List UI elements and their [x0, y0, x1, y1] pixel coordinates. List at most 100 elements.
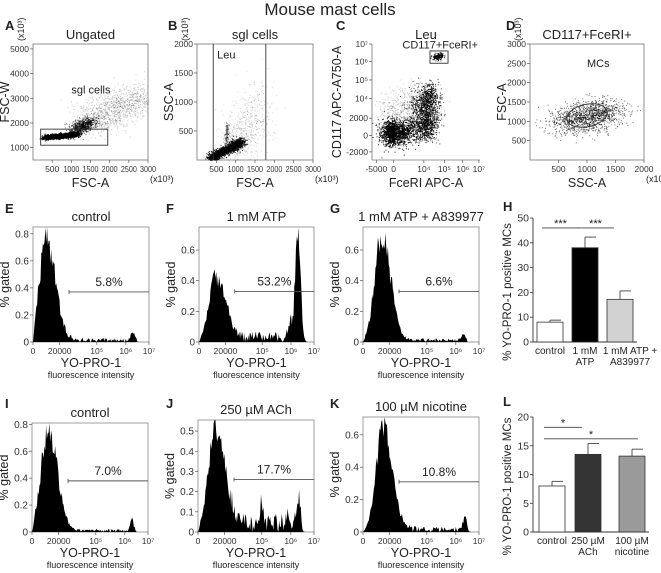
- scatter-point: [92, 116, 94, 118]
- scatter-point: [96, 94, 98, 96]
- scatter-point: [105, 107, 107, 109]
- scatter-point: [94, 120, 96, 122]
- scatter-point: [107, 102, 109, 104]
- scatter-point: [92, 117, 94, 119]
- scatter-point: [131, 91, 133, 93]
- scatter-point: [118, 100, 120, 102]
- scatter-point: [102, 115, 104, 117]
- scatter-point: [74, 125, 76, 127]
- scatter-point: [74, 134, 76, 136]
- scatter-point: [78, 121, 80, 123]
- scatter-point: [126, 106, 128, 108]
- scatter-point: [134, 110, 136, 112]
- scatter-point: [93, 119, 95, 121]
- scatter-point: [103, 108, 104, 110]
- scatter-point: [100, 108, 102, 110]
- scatter-point: [138, 112, 140, 114]
- scatter-point: [124, 105, 126, 107]
- scatter-point: [52, 133, 54, 135]
- scatter-point: [86, 125, 88, 127]
- scatter-point: [106, 97, 108, 99]
- scatter-point: [66, 124, 68, 125]
- scatter-point: [97, 120, 99, 122]
- scatter-point: [107, 114, 109, 116]
- scatter-point: [92, 134, 94, 135]
- scatter-point: [74, 122, 76, 124]
- scatter-point: [221, 150, 223, 152]
- scatter-point: [118, 112, 120, 114]
- scatter-point: [59, 136, 61, 138]
- scatter-point: [59, 135, 61, 137]
- scatter-point: [136, 111, 138, 113]
- scatter-point: [88, 140, 90, 142]
- scatter-point: [126, 98, 128, 100]
- scatter-point: [112, 95, 114, 97]
- scatter-point: [66, 133, 68, 135]
- scatter-point: [85, 134, 87, 136]
- scatter-point: [137, 101, 139, 103]
- scatter-point: [81, 133, 83, 135]
- scatter-point: [75, 119, 77, 121]
- scatter-point: [127, 101, 128, 102]
- scatter-point: [116, 101, 118, 103]
- scatter-point: [135, 96, 137, 98]
- scatter-point: [68, 137, 70, 139]
- scatter-point: [80, 132, 82, 134]
- scatter-point: [98, 114, 100, 116]
- scatter-point: [124, 93, 126, 95]
- scatter-point: [118, 106, 120, 108]
- scatter-point: [44, 135, 46, 137]
- scatter-point: [109, 108, 110, 110]
- scatter-point: [108, 127, 110, 129]
- scatter-point: [217, 157, 219, 159]
- scatter-point: [120, 119, 122, 121]
- scatter-point: [106, 104, 108, 105]
- scatter-point: [132, 98, 134, 100]
- scatter-point: [91, 125, 93, 127]
- scatter-point: [81, 118, 83, 120]
- scatter-point: [101, 85, 103, 87]
- scatter-point: [88, 129, 90, 131]
- scatter-point: [77, 119, 79, 121]
- scatter-point: [90, 122, 92, 124]
- scatter-point: [69, 136, 71, 138]
- y-axis-label: FSC-W: [0, 81, 12, 122]
- scatter-point: [92, 120, 94, 121]
- scatter-point: [270, 134, 272, 136]
- scatter-point: [130, 100, 132, 102]
- scatter-point: [90, 127, 92, 129]
- scatter-point: [67, 138, 69, 140]
- scatter-point: [63, 138, 64, 140]
- scatter-point: [96, 113, 98, 115]
- scatter-point: [112, 105, 114, 107]
- scatter-point: [121, 109, 123, 111]
- scatter-point: [108, 119, 110, 121]
- scatter-point: [81, 124, 83, 125]
- scatter-point: [95, 124, 97, 126]
- scatter-point: [126, 125, 128, 127]
- scatter-point: [71, 138, 73, 140]
- scatter-point: [88, 108, 90, 110]
- scatter-point: [139, 98, 141, 100]
- scatter-point: [104, 109, 106, 111]
- scatter-point: [229, 151, 231, 152]
- scatter-point: [137, 101, 139, 103]
- scatter-point: [106, 126, 108, 128]
- scatter-point: [87, 125, 89, 127]
- scatter-point: [83, 115, 85, 117]
- scatter-point: [123, 124, 125, 126]
- scatter-point: [88, 120, 90, 122]
- scatter-point: [112, 103, 114, 105]
- scatter-point: [96, 112, 98, 114]
- scatter-point: [136, 101, 138, 103]
- scatter-point: [208, 156, 210, 158]
- scatter-point: [109, 124, 111, 126]
- scatter-point: [98, 120, 100, 122]
- scatter-point: [115, 104, 117, 106]
- scatter-point: [130, 100, 132, 102]
- scatter-point: [100, 96, 101, 98]
- scatter-point: [125, 115, 127, 116]
- scatter-point: [86, 119, 88, 121]
- scatter-point: [91, 112, 93, 114]
- scatter-point: [130, 96, 132, 98]
